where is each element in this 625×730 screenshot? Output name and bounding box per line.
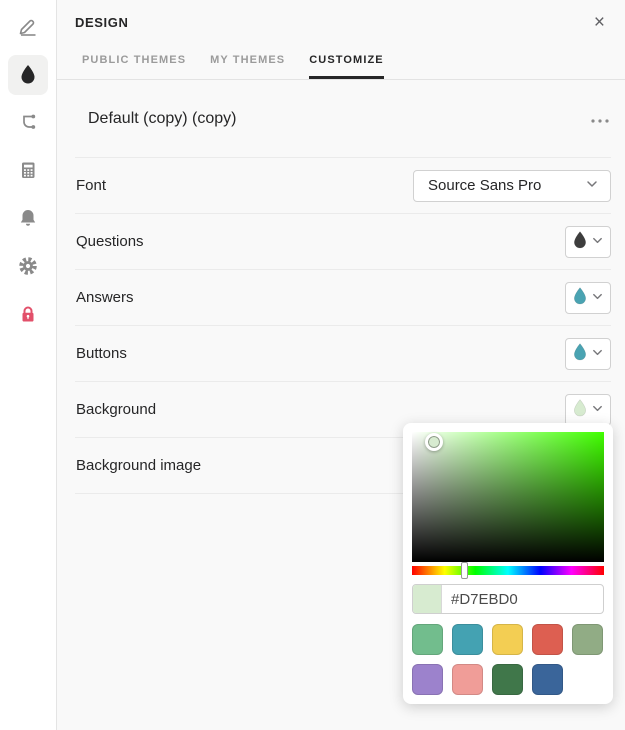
- design-panel: DESIGN × PUBLIC THEMES MY THEMES CUSTOMI…: [57, 0, 625, 730]
- color-swatch[interactable]: [532, 624, 563, 655]
- droplet-color-icon: [572, 343, 588, 364]
- background-color-select[interactable]: [565, 393, 611, 426]
- tab-customize[interactable]: CUSTOMIZE: [309, 54, 383, 79]
- sidebar-item-notifications[interactable]: [8, 199, 48, 239]
- color-swatch[interactable]: [412, 664, 443, 695]
- hex-input[interactable]: [442, 585, 603, 613]
- chevron-down-icon: [591, 346, 604, 362]
- droplet-color-icon: [572, 231, 588, 252]
- answers-label: Answers: [76, 289, 134, 306]
- calculator-icon: [17, 159, 39, 184]
- saturation-cursor[interactable]: [425, 433, 443, 451]
- lock-icon: [17, 303, 39, 328]
- questions-label: Questions: [76, 233, 144, 250]
- sidebar-item-results[interactable]: [8, 151, 48, 191]
- background-image-row: Background image: [75, 438, 611, 494]
- sidebar-item-create[interactable]: [8, 7, 48, 47]
- sidebar-item-settings[interactable]: [8, 247, 48, 287]
- pencil-icon: [17, 15, 39, 40]
- tab-my-themes[interactable]: MY THEMES: [210, 54, 285, 79]
- color-swatch[interactable]: [492, 664, 523, 695]
- chevron-down-icon: [591, 402, 604, 418]
- tabs: PUBLIC THEMES MY THEMES CUSTOMIZE: [57, 54, 625, 80]
- theme-row: Default (copy) (copy): [75, 80, 611, 158]
- color-swatch[interactable]: [452, 624, 483, 655]
- theme-name: Default (copy) (copy): [88, 109, 237, 127]
- questions-color-select[interactable]: [565, 225, 611, 258]
- background-label: Background: [76, 401, 157, 418]
- background-image-label: Background image: [76, 457, 202, 474]
- color-swatch[interactable]: [572, 624, 603, 655]
- bell-icon: [17, 207, 39, 232]
- toolbar-sidebar: [0, 0, 57, 730]
- tab-public-themes[interactable]: PUBLIC THEMES: [82, 54, 186, 79]
- droplet-icon: [17, 63, 39, 88]
- close-icon[interactable]: ×: [590, 11, 609, 34]
- buttons-color-select[interactable]: [565, 337, 611, 370]
- color-swatch[interactable]: [412, 624, 443, 655]
- chevron-down-icon: [585, 177, 599, 195]
- saturation-area[interactable]: [412, 432, 604, 562]
- color-preview: [413, 585, 442, 613]
- questions-row: Questions: [75, 214, 611, 270]
- buttons-row: Buttons: [75, 326, 611, 382]
- droplet-color-icon: [572, 287, 588, 308]
- hue-slider[interactable]: [412, 562, 604, 579]
- gear-icon: [17, 255, 39, 280]
- buttons-label: Buttons: [76, 345, 127, 362]
- swatch-palette: [412, 624, 604, 695]
- flow-icon: [17, 111, 39, 136]
- more-options-icon[interactable]: [589, 107, 611, 130]
- color-swatch[interactable]: [452, 664, 483, 695]
- chevron-down-icon: [591, 234, 604, 250]
- sidebar-item-upgrade[interactable]: [8, 295, 48, 335]
- color-swatch[interactable]: [492, 624, 523, 655]
- sidebar-item-logic[interactable]: [8, 103, 48, 143]
- sidebar-item-design[interactable]: [8, 55, 48, 95]
- font-row: Font Source Sans Pro: [75, 158, 611, 214]
- hue-slider-handle[interactable]: [461, 562, 468, 579]
- page-title: DESIGN: [75, 15, 129, 30]
- color-swatch[interactable]: [532, 664, 563, 695]
- font-label: Font: [76, 177, 107, 194]
- font-select[interactable]: Source Sans Pro: [413, 169, 611, 202]
- chevron-down-icon: [591, 290, 604, 306]
- panel-header: DESIGN ×: [57, 0, 625, 34]
- answers-row: Answers: [75, 270, 611, 326]
- color-picker-popup: [403, 423, 613, 704]
- hex-field: [412, 584, 604, 614]
- font-select-value: Source Sans Pro: [428, 177, 542, 194]
- droplet-color-icon: [572, 399, 588, 420]
- answers-color-select[interactable]: [565, 281, 611, 314]
